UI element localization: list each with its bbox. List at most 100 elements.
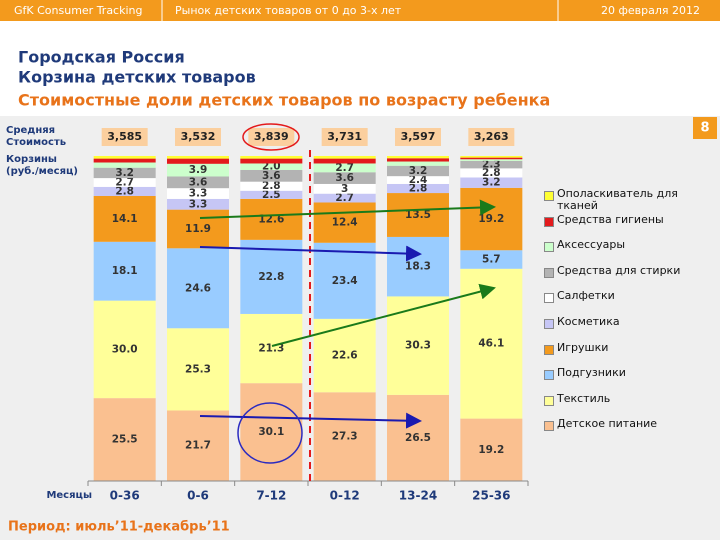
legend-item: Подгузники <box>544 367 704 393</box>
data-label: 3.6 <box>189 176 208 188</box>
legend-item: Детское питание <box>544 418 704 444</box>
legend-label: Косметика <box>557 314 620 328</box>
x-tick-label: 13-24 <box>399 489 437 503</box>
data-label: 2.8 <box>482 167 501 179</box>
cost-label: 3,532 <box>181 130 216 143</box>
bar-segment <box>93 195 156 242</box>
bar-segment <box>313 158 376 164</box>
data-label: 23.4 <box>332 275 358 287</box>
bar-segment <box>387 165 449 177</box>
legend: Ополаскиватель для тканей Средства гигиен… <box>544 188 704 444</box>
bar-segment <box>93 178 156 187</box>
bar-segment <box>240 198 303 240</box>
legend-label: Средства гигиены <box>557 212 664 226</box>
title: Городская Россия <box>18 48 185 67</box>
x-tick-label: 7-12 <box>256 489 286 503</box>
legend-swatch <box>544 191 554 201</box>
cost-box <box>101 128 148 146</box>
bar-segment <box>93 156 156 159</box>
bar-segment <box>167 328 229 411</box>
legend-label: Игрушки <box>557 340 609 354</box>
bar-segment <box>240 383 303 481</box>
data-label: 3.6 <box>335 172 354 184</box>
bar-segment <box>167 410 229 481</box>
x-tick-label: 0-6 <box>187 489 209 503</box>
data-label: 3.2 <box>409 165 428 177</box>
legend-swatch <box>544 216 554 227</box>
bar-segment <box>313 172 376 184</box>
bar-segment <box>167 163 229 177</box>
data-label: 21.3 <box>258 343 284 355</box>
legend-item: Текстиль <box>544 391 704 419</box>
bar-segment <box>240 169 303 182</box>
data-label: 2.4 <box>409 174 428 186</box>
bar-segment <box>167 188 229 199</box>
page-number-box <box>693 117 717 139</box>
arrow <box>199 412 422 429</box>
data-label: 22.6 <box>332 350 358 362</box>
bar-segment <box>93 167 156 179</box>
data-label: 13.5 <box>405 209 431 221</box>
arrow <box>271 283 496 347</box>
bar-segment <box>167 158 229 164</box>
cost-label: Стоимость <box>6 137 66 148</box>
data-label: 2.7 <box>335 162 354 174</box>
bar-segment <box>167 176 229 189</box>
bar-segment <box>387 394 449 481</box>
legend-swatch <box>544 293 554 304</box>
legend-swatch <box>544 318 554 329</box>
bar-segment <box>167 209 229 249</box>
bar-segment <box>387 176 449 184</box>
data-label: 26.5 <box>405 432 431 444</box>
bar-segment <box>93 241 156 301</box>
data-label: 2.7 <box>335 192 354 204</box>
bar-segment <box>240 181 303 191</box>
subtitle: Стоимостные доли детских товаров по возр… <box>18 91 550 110</box>
data-label: 3.3 <box>189 188 208 200</box>
bar-segment <box>387 161 449 166</box>
legend-swatch <box>544 267 554 278</box>
highlight-circle <box>237 402 303 464</box>
cost-label: Средняя <box>6 125 55 136</box>
cost-box <box>248 128 295 146</box>
data-label: 27.3 <box>332 431 358 443</box>
bar-segment <box>387 156 449 159</box>
header-left: GfK Consumer Tracking <box>14 4 143 17</box>
bar-segment <box>460 156 523 158</box>
bar-segment <box>460 160 523 169</box>
data-label: 2.0 <box>262 161 281 173</box>
data-label: 3.2 <box>115 167 134 179</box>
data-label: 25.3 <box>185 363 211 375</box>
header-center: Рынок детских товаров от 0 до 3-х лет <box>175 4 402 17</box>
legend-item: Игрушки <box>544 340 704 368</box>
cost-label: 3,597 <box>401 130 436 143</box>
cost-label: 3,839 <box>254 130 289 143</box>
bar-segment <box>313 183 376 194</box>
bar-segment <box>460 177 523 188</box>
data-label: 18.3 <box>405 261 431 273</box>
cost-label: 3,263 <box>474 130 509 143</box>
cost-label: 3,731 <box>327 130 362 143</box>
bar-segment <box>240 190 303 199</box>
legend-item: Салфетки <box>544 290 704 316</box>
bar-segment <box>313 202 376 243</box>
legend-item: Средства гигиены <box>544 212 704 240</box>
legend-label: Текстиль <box>557 391 611 405</box>
bar-segment <box>93 398 156 481</box>
data-label: 3.3 <box>189 198 208 210</box>
bar-segment <box>387 183 449 194</box>
data-label: 14.1 <box>112 213 138 225</box>
highlight-circle <box>242 123 300 151</box>
data-label: 21.7 <box>185 440 211 452</box>
data-label: 24.6 <box>185 282 211 294</box>
data-label: 46.1 <box>478 338 504 350</box>
bar-segment <box>167 156 229 159</box>
bar-segment <box>240 158 303 164</box>
data-label: 19.2 <box>478 213 504 225</box>
cost-box <box>175 128 221 146</box>
legend-swatch <box>544 395 554 406</box>
cost-box <box>321 128 368 146</box>
cost-label: (руб./месяц) <box>6 165 78 177</box>
bar-segment <box>460 159 523 161</box>
data-label: 25.5 <box>112 434 138 446</box>
